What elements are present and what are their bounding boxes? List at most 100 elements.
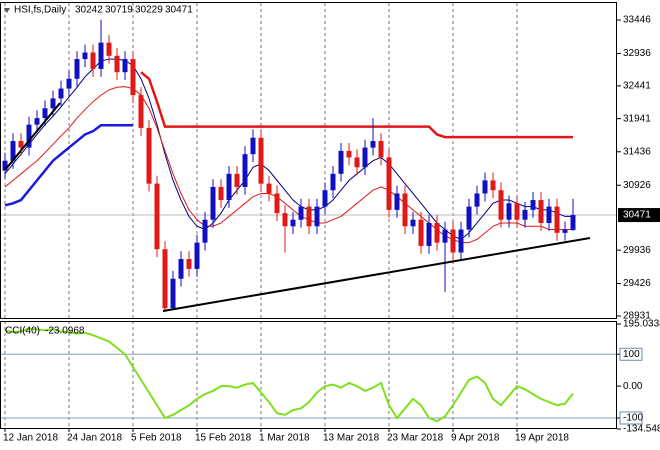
cci-last-value: -23.0968: [45, 326, 85, 337]
candle-body: [274, 193, 280, 214]
header-close: 30471: [165, 5, 193, 16]
candle-body: [290, 219, 296, 227]
candle-body: [514, 203, 520, 220]
indicator-line: [4, 86, 573, 244]
candle-body: [122, 59, 128, 73]
x-tick-label: 24 Jan 2018: [67, 433, 122, 444]
x-tick-label: 13 Mar 2018: [323, 433, 380, 444]
cci-y-tick-label: -100: [623, 413, 643, 424]
current-price-label: 30471: [623, 210, 651, 221]
candle-body: [162, 249, 168, 309]
cci-y-tick-label: 195.0338: [623, 319, 660, 330]
indicator-line: [4, 124, 133, 207]
cci-y-tick-label: 100: [623, 349, 640, 360]
candle-body: [90, 52, 96, 69]
y-tick-label: 29426: [623, 278, 651, 289]
candle-body: [10, 141, 16, 161]
header-high: 30719: [105, 5, 133, 16]
candle-body: [490, 180, 496, 191]
plot: [2, 19, 576, 423]
candle-body: [570, 215, 576, 231]
candle-body: [386, 157, 392, 210]
cci-y-tick-label: -134.548: [623, 424, 660, 435]
candle-body: [66, 78, 72, 89]
cci-panel-border: [0, 321, 617, 429]
y-tick-label: 33446: [623, 15, 651, 26]
candle-body: [2, 160, 8, 171]
candle-body: [474, 193, 480, 207]
candle-body: [50, 98, 56, 109]
candle-body: [226, 173, 232, 201]
symbol-title: HSI,fs,Daily: [14, 5, 66, 16]
candle-body: [82, 52, 88, 60]
y-tick-label: 30926: [623, 180, 651, 191]
cci-level-box: [619, 347, 643, 361]
candle-body: [154, 183, 160, 250]
candle-body: [426, 222, 432, 246]
candle-body: [482, 180, 488, 194]
candle-body: [202, 219, 208, 243]
candle-body: [234, 173, 240, 187]
candle-body: [370, 141, 376, 148]
main-panel-border: [0, 2, 617, 319]
candle-body: [26, 124, 32, 148]
candle-body: [58, 88, 64, 99]
candle-body: [194, 242, 200, 269]
y-tick-label: 29936: [623, 245, 651, 256]
cci-level-box: [619, 411, 643, 425]
candle-body: [434, 222, 440, 243]
y-tick-label: 31941: [623, 113, 651, 124]
x-tick-label: 5 Feb 2018: [131, 433, 182, 444]
candle-body: [242, 154, 248, 187]
candle-body: [98, 42, 104, 69]
x-tick-label: 19 Apr 2018: [515, 433, 569, 444]
candle-body: [522, 209, 528, 220]
candle-body: [34, 118, 40, 125]
candle-body: [466, 206, 472, 230]
x-tick-label: 12 Jan 2018: [3, 433, 58, 444]
candle-body: [210, 186, 216, 220]
candle-body: [106, 42, 112, 56]
header-icon: [4, 8, 10, 13]
candle-body: [282, 213, 288, 227]
candle-body: [322, 190, 328, 207]
candle-body: [146, 127, 152, 184]
candle-body: [338, 150, 344, 174]
candle-body: [538, 200, 544, 223]
candle-body: [418, 219, 424, 246]
y-tick-label: 32441: [623, 81, 651, 92]
candle-body: [258, 137, 264, 184]
candle-body: [74, 59, 80, 79]
candle-body: [546, 206, 552, 223]
candle-body: [354, 157, 360, 168]
cci-y-tick-label: 0.00: [623, 381, 643, 392]
candle-body: [306, 206, 312, 227]
candle-body: [330, 173, 336, 191]
cci-name: CCI(40): [5, 326, 40, 337]
candle-body: [114, 55, 120, 73]
candle-body: [562, 229, 568, 233]
candle-body: [170, 278, 176, 309]
cci-line: [4, 327, 574, 423]
candle-body: [186, 259, 192, 269]
candle-body: [554, 206, 560, 233]
candle-body: [442, 229, 448, 243]
x-tick-label: 1 Mar 2018: [259, 433, 310, 444]
y-tick-label: 28931: [623, 311, 651, 322]
y-tick-label: 31436: [623, 146, 651, 157]
header-low: 30229: [135, 5, 163, 16]
candle-body: [506, 203, 512, 220]
indicator-line: [140, 71, 573, 139]
x-tick-label: 9 Apr 2018: [451, 433, 500, 444]
candle-body: [394, 193, 400, 210]
candle-body: [218, 186, 224, 201]
candle-body: [346, 150, 352, 158]
candle-body: [266, 183, 272, 194]
trendline: [4, 102, 61, 171]
candle-body: [18, 141, 24, 148]
candle-body: [130, 59, 136, 96]
candle-body: [298, 206, 304, 220]
candle-body: [402, 193, 408, 227]
